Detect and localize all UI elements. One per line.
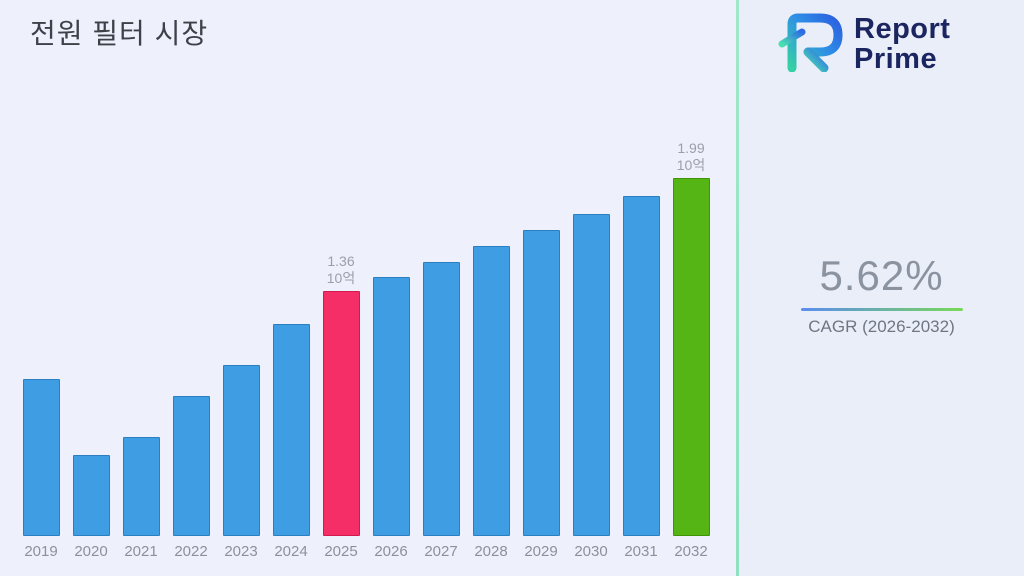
bar-column-2027: 2027: [416, 112, 466, 562]
x-tick-label-2021: 2021: [124, 543, 158, 560]
x-tick-label-2023: 2023: [224, 543, 258, 560]
bar-2025: [322, 291, 360, 536]
bar-column-2025: 1.36 10억 2025: [316, 112, 366, 562]
bar-value-label-2032: 1.99 10억: [676, 140, 706, 173]
cagr-value: 5.62%: [819, 252, 944, 299]
bar-2027: [422, 262, 460, 536]
bar-2023: [222, 365, 260, 536]
bar-2032: [672, 178, 710, 536]
bar-column-2028: 2028: [466, 112, 516, 562]
page-title: 전원 필터 시장: [30, 18, 209, 49]
bar-column-2024: 2024: [266, 112, 316, 562]
bar-2024: [272, 324, 310, 536]
bar-column-2031: 2031: [616, 112, 666, 562]
bar-column-2026: 2026: [366, 112, 416, 562]
bar-2029: [522, 230, 560, 536]
report-prime-logo: Report Prime: [778, 10, 950, 77]
bar-2022: [172, 396, 210, 536]
bar-column-2020: 2020: [66, 112, 116, 562]
x-tick-label-2022: 2022: [174, 543, 208, 560]
x-tick-label-2030: 2030: [574, 543, 608, 560]
bar-column-2021: 2021: [116, 112, 166, 562]
bar-column-2032: 1.99 10억 2032: [666, 112, 716, 562]
bar-2031: [622, 196, 660, 536]
x-tick-label-2025: 2025: [324, 543, 358, 560]
x-tick-label-2019: 2019: [24, 543, 58, 560]
cagr-divider: [800, 308, 963, 311]
bar-2026: [372, 277, 410, 536]
bar-column-2030: 2030: [566, 112, 616, 562]
logo-text-report: Report: [854, 12, 951, 45]
bar-column-2023: 2023: [216, 112, 266, 562]
bar-chart: 2019 2020 2021 2022 2023 2024 1.36 10억 2025 2026 2…: [16, 112, 722, 562]
bar-2021: [122, 437, 160, 536]
x-tick-label-2031: 2031: [624, 543, 658, 560]
x-tick-label-2026: 2026: [374, 543, 408, 560]
right-panel: [739, 0, 1024, 576]
logo-text-prime: Prime: [854, 42, 938, 75]
vertical-divider: [736, 0, 739, 576]
bar-column-2019: 2019: [16, 112, 66, 562]
x-tick-label-2028: 2028: [474, 543, 508, 560]
x-tick-label-2024: 2024: [274, 543, 308, 560]
bar-column-2029: 2029: [516, 112, 566, 562]
cagr-label: CAGR (2026-2032): [808, 317, 955, 336]
bar-2020: [72, 455, 110, 536]
bar-2028: [472, 246, 510, 536]
x-tick-label-2029: 2029: [524, 543, 558, 560]
x-tick-label-2032: 2032: [674, 543, 708, 560]
bar-value-label-2025: 1.36 10억: [326, 253, 356, 286]
x-tick-label-2027: 2027: [424, 543, 458, 560]
cagr-stats: 5.62% CAGR (2026-2032): [739, 252, 1024, 337]
bar-2019: [22, 379, 60, 536]
x-tick-label-2020: 2020: [74, 543, 108, 560]
report-prime-logo-icon: [778, 10, 844, 77]
bar-column-2022: 2022: [166, 112, 216, 562]
bar-2030: [572, 214, 610, 536]
